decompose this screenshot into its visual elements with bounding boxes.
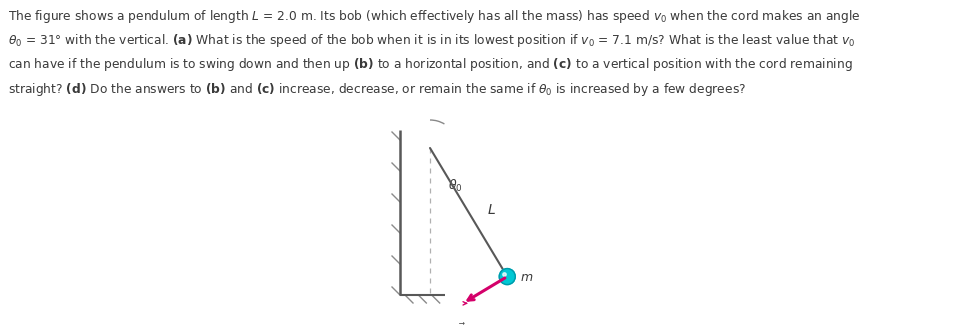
Text: The figure shows a pendulum of length $L$ = 2.0 m. Its bob (which effectively ha: The figure shows a pendulum of length $L… <box>8 8 860 97</box>
Text: $\vec{v}_0$: $\vec{v}_0$ <box>456 321 472 327</box>
Text: $m$: $m$ <box>520 271 533 284</box>
Circle shape <box>499 268 515 284</box>
Text: $L$: $L$ <box>486 203 495 217</box>
Text: $\theta_0$: $\theta_0$ <box>448 178 462 194</box>
